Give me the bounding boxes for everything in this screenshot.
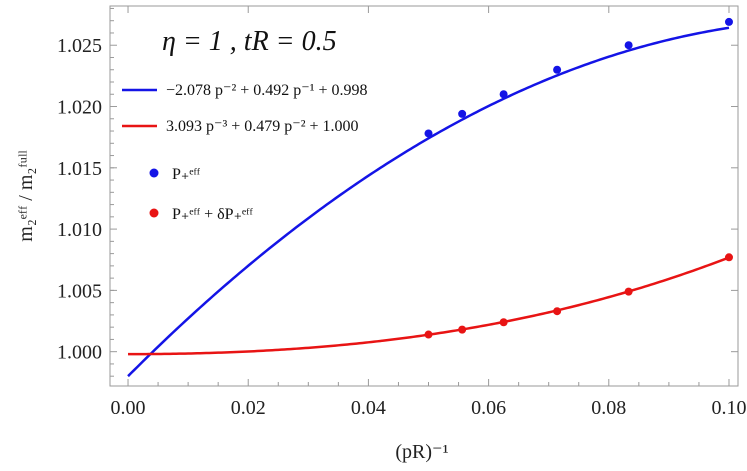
tick-marks <box>110 6 738 386</box>
y-axis-title: m₂ᵉᶠᶠ / m₂ᶠᵘˡˡ <box>15 150 37 242</box>
legend-label-fit-red: 3.093 p⁻³ + 0.479 p⁻² + 1.000 <box>166 118 359 135</box>
data-point <box>724 253 733 262</box>
data-point <box>624 287 633 296</box>
data-point <box>458 109 467 118</box>
data-point <box>458 325 467 334</box>
legend: −2.078 p⁻² + 0.492 p⁻¹ + 0.998 3.093 p⁻³… <box>122 82 368 223</box>
y-tick-label: 1.025 <box>57 35 102 57</box>
x-tick-label: 0.02 <box>231 397 266 419</box>
data-point <box>553 307 562 316</box>
legend-marker-blue <box>149 168 159 178</box>
legend-label-points-red: P₊ᵉᶠᶠ + δP₊ᵉᶠᶠ <box>172 206 253 223</box>
data-point <box>499 90 508 99</box>
fit-curves <box>127 26 730 378</box>
y-tick-label: 1.005 <box>57 280 102 302</box>
x-axis-title: (pR)⁻¹ <box>395 441 448 463</box>
legend-label-points-blue: P₊ᵉᶠᶠ <box>172 166 201 183</box>
y-tick-label: 1.010 <box>57 219 102 241</box>
data-point <box>624 41 633 50</box>
fit-curve <box>127 26 730 378</box>
data-point <box>499 318 508 327</box>
x-tick-label: 0.10 <box>711 397 746 419</box>
x-tick-label: 0.08 <box>591 397 626 419</box>
y-tick-labels: 1.000 1.005 1.010 1.015 1.020 1.025 <box>57 35 102 363</box>
data-point <box>424 129 433 138</box>
data-point <box>424 330 433 339</box>
x-tick-labels: 0.00 0.02 0.04 0.06 0.08 0.10 <box>111 397 747 419</box>
data-point <box>553 65 562 74</box>
data-point <box>724 17 733 26</box>
y-tick-label: 1.000 <box>57 342 102 364</box>
legend-marker-red <box>149 208 159 218</box>
parameter-annotation: η = 1 , tR = 0.5 <box>162 26 337 57</box>
y-tick-label: 1.015 <box>57 158 102 180</box>
x-tick-label: 0.00 <box>111 397 146 419</box>
data-points <box>424 17 733 339</box>
fit-curve <box>128 256 730 356</box>
x-tick-label: 0.04 <box>351 397 386 419</box>
y-tick-label: 1.020 <box>57 97 102 119</box>
legend-label-fit-blue: −2.078 p⁻² + 0.492 p⁻¹ + 0.998 <box>166 82 368 99</box>
x-tick-label: 0.06 <box>471 397 506 419</box>
plot-frame <box>109 5 739 387</box>
